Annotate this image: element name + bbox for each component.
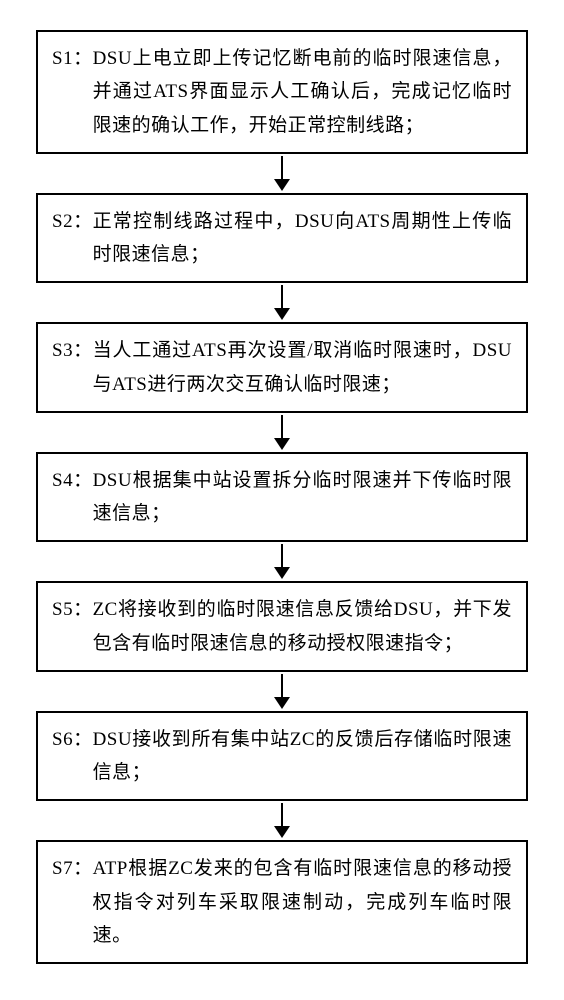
step-s4: S4： DSU根据集中站设置拆分临时限速并下传临时限速信息； [36,452,528,543]
arrow-down-icon [274,544,290,579]
step-s7: S7： ATP根据ZC发来的包含有临时限速信息的移动授权指令对列车采取限速制动，… [36,840,528,964]
step-s1: S1： DSU上电立即上传记忆断电前的临时限速信息，并通过ATS界面显示人工确认… [36,30,528,154]
step-text: 正常控制线路过程中，DSU向ATS周期性上传临时限速信息； [93,205,512,272]
step-s5: S5： ZC将接收到的临时限速信息反馈给DSU，并下发包含有临时限速信息的移动授… [36,581,528,672]
step-tag: S2： [52,205,93,272]
step-text: DSU接收到所有集中站ZC的反馈后存储临时限速信息； [93,723,512,790]
step-text: 当人工通过ATS再次设置/取消临时限速时，DSU与ATS进行两次交互确认临时限速… [93,334,512,401]
step-tag: S3： [52,334,93,401]
step-text: ATP根据ZC发来的包含有临时限速信息的移动授权指令对列车采取限速制动，完成列车… [93,852,512,952]
step-text: ZC将接收到的临时限速信息反馈给DSU，并下发包含有临时限速信息的移动授权限速指… [93,593,512,660]
step-text: DSU根据集中站设置拆分临时限速并下传临时限速信息； [93,464,512,531]
step-tag: S7： [52,852,93,952]
arrow-down-icon [274,415,290,450]
step-s6: S6： DSU接收到所有集中站ZC的反馈后存储临时限速信息； [36,711,528,802]
step-text: DSU上电立即上传记忆断电前的临时限速信息，并通过ATS界面显示人工确认后，完成… [93,42,512,142]
step-s3: S3： 当人工通过ATS再次设置/取消临时限速时，DSU与ATS进行两次交互确认… [36,322,528,413]
step-tag: S5： [52,593,93,660]
step-s2: S2： 正常控制线路过程中，DSU向ATS周期性上传临时限速信息； [36,193,528,284]
arrow-down-icon [274,674,290,709]
arrow-down-icon [274,156,290,191]
arrow-down-icon [274,285,290,320]
step-tag: S1： [52,42,93,142]
step-tag: S6： [52,723,93,790]
flowchart: S1： DSU上电立即上传记忆断电前的临时限速信息，并通过ATS界面显示人工确认… [28,30,536,964]
arrow-down-icon [274,803,290,838]
step-tag: S4： [52,464,93,531]
